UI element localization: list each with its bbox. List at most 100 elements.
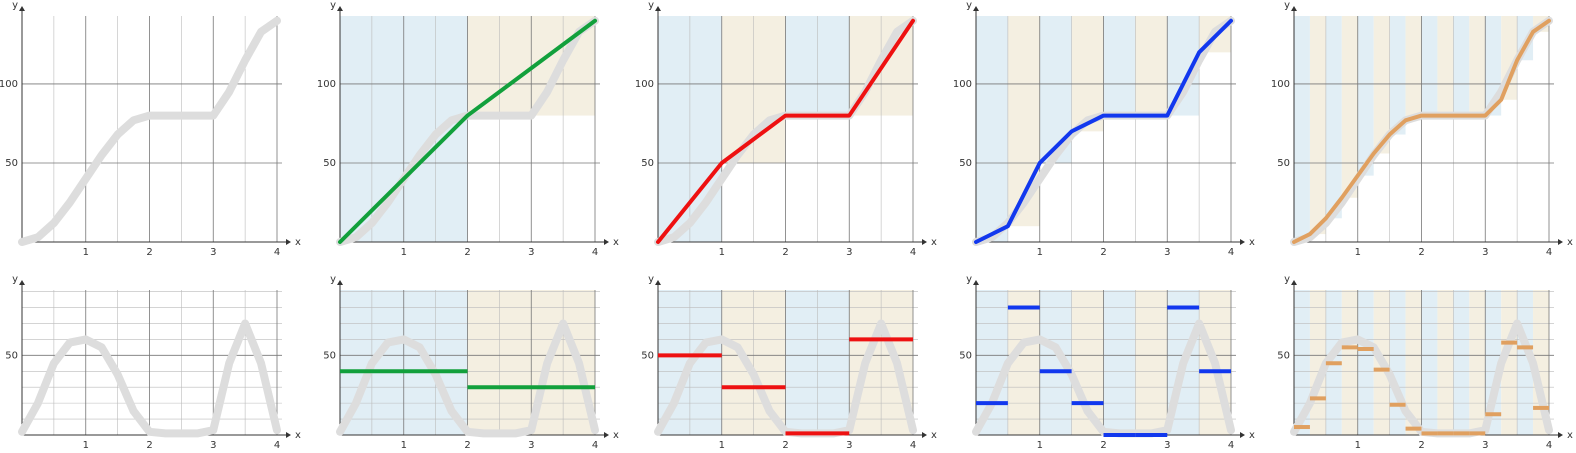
- y-axis-label: y: [12, 274, 18, 285]
- panel: 1 2 3 4 50 100 x y: [635, 0, 937, 258]
- x-arrow: [1558, 239, 1563, 245]
- x-arrow: [1240, 239, 1245, 245]
- band: [1325, 16, 1342, 219]
- x-tick-label: 4: [910, 247, 916, 258]
- y-arrow: [337, 280, 343, 285]
- panel: 1 2 3 4 50 100 x y: [1271, 0, 1573, 258]
- x-axis-label: x: [295, 430, 301, 441]
- x-axis-label: x: [1249, 430, 1255, 441]
- x-arrow: [1558, 432, 1563, 438]
- band: [1469, 16, 1486, 116]
- x-tick-label: 1: [719, 247, 725, 258]
- x-tick-label: 4: [592, 247, 598, 258]
- band: [1373, 16, 1390, 154]
- panel: 1 2 3 4 50 100 x y: [953, 0, 1255, 258]
- y-arrow: [655, 6, 661, 11]
- band: [1103, 290, 1136, 435]
- y-tick-label: 100: [953, 79, 972, 90]
- y-axis-label: y: [1284, 0, 1290, 11]
- band: [1294, 16, 1310, 242]
- x-axis-label: x: [931, 237, 937, 248]
- y-tick-label: 50: [5, 350, 18, 361]
- x-arrow: [286, 432, 291, 438]
- y-tick-label: 50: [959, 158, 972, 169]
- band: [1309, 16, 1326, 235]
- y-tick-label: 100: [635, 79, 654, 90]
- x-tick-label: 3: [528, 247, 534, 258]
- approximation-line: [974, 18, 1233, 244]
- x-tick-label: 1: [83, 440, 89, 451]
- x-tick-label: 4: [1228, 440, 1234, 451]
- band: [1357, 16, 1374, 176]
- x-tick-label: 1: [1355, 247, 1361, 258]
- x-arrow: [604, 239, 609, 245]
- x-axis-label: x: [931, 430, 937, 441]
- y-axis-label: y: [12, 0, 18, 11]
- band: [1341, 16, 1358, 198]
- y-tick-label: 50: [1277, 158, 1290, 169]
- band: [1103, 16, 1136, 116]
- y-tick-label: 50: [323, 158, 336, 169]
- band: [1453, 290, 1470, 435]
- y-tick-label: 50: [323, 350, 336, 361]
- approximation-line: [1292, 18, 1551, 244]
- band: [1135, 16, 1168, 116]
- band: [1405, 290, 1422, 435]
- x-tick-label: 1: [83, 247, 89, 258]
- x-tick-label: 3: [846, 247, 852, 258]
- x-tick-label: 1: [1037, 247, 1043, 258]
- y-arrow: [1291, 280, 1297, 285]
- y-tick-label: 50: [1277, 350, 1290, 361]
- y-axis-label: y: [1284, 274, 1290, 285]
- y-arrow: [337, 6, 343, 11]
- x-tick-label: 3: [1482, 440, 1488, 451]
- band: [1421, 290, 1438, 435]
- x-tick-label: 3: [210, 440, 216, 451]
- x-arrow: [922, 239, 927, 245]
- reference-curve: [336, 319, 599, 438]
- x-tick-label: 3: [210, 247, 216, 258]
- band: [1453, 16, 1470, 116]
- x-tick-label: 1: [1037, 440, 1043, 451]
- panel: 1 2 3 4 50 100 x y: [0, 0, 301, 258]
- x-axis-label: x: [613, 237, 619, 248]
- x-tick-label: 2: [146, 440, 152, 451]
- x-tick-label: 4: [910, 440, 916, 451]
- x-arrow: [286, 239, 291, 245]
- band: [1437, 16, 1454, 116]
- band: [1071, 16, 1104, 132]
- y-arrow: [655, 280, 661, 285]
- y-arrow: [19, 280, 25, 285]
- y-tick-label: 50: [959, 350, 972, 361]
- x-axis-label: x: [1567, 237, 1573, 248]
- x-arrow: [1240, 432, 1245, 438]
- band: [1437, 290, 1454, 435]
- x-tick-label: 2: [782, 247, 788, 258]
- x-axis-label: x: [1249, 237, 1255, 248]
- panel: 1 2 3 4 50 x y: [1277, 274, 1573, 451]
- y-tick-label: 50: [5, 158, 18, 169]
- panel: 1 2 3 4 50 x y: [323, 274, 619, 451]
- panel: 1 2 3 4 50 100 x y: [317, 0, 619, 258]
- y-arrow: [1291, 6, 1297, 11]
- y-tick-label: 100: [1271, 79, 1290, 90]
- x-tick-label: 1: [1355, 440, 1361, 451]
- x-axis-label: x: [295, 237, 301, 248]
- band: [1357, 290, 1374, 435]
- y-arrow: [973, 280, 979, 285]
- x-tick-label: 4: [1228, 247, 1234, 258]
- x-tick-label: 3: [846, 440, 852, 451]
- band: [1135, 290, 1168, 435]
- panel: 1 2 3 4 50 x y: [5, 274, 301, 451]
- approximation-line: [338, 18, 597, 244]
- band: [1421, 16, 1438, 116]
- y-axis-label: y: [966, 0, 972, 11]
- y-arrow: [19, 6, 25, 11]
- reference-curve: [972, 319, 1235, 438]
- y-axis-label: y: [648, 274, 654, 285]
- band: [1341, 290, 1358, 435]
- x-tick-label: 2: [464, 440, 470, 451]
- y-arrow: [973, 6, 979, 11]
- x-tick-label: 3: [1164, 440, 1170, 451]
- x-tick-label: 2: [782, 440, 788, 451]
